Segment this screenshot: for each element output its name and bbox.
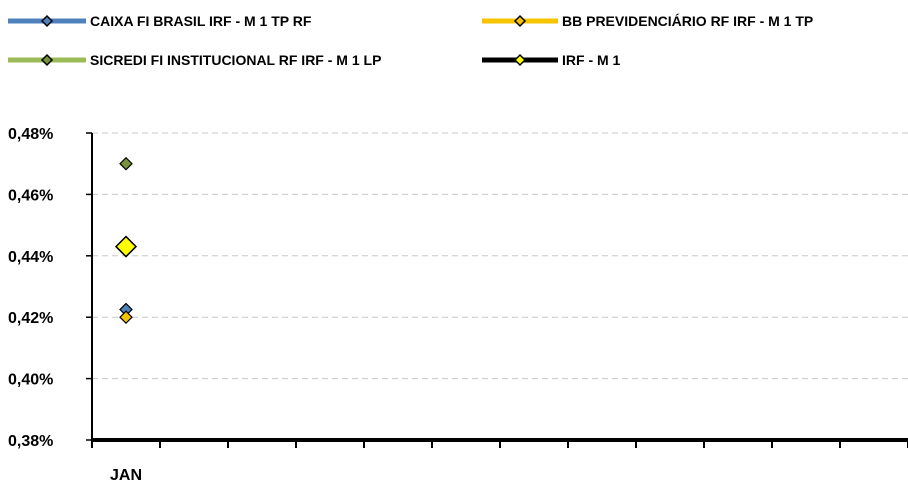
legend-marker-bb	[513, 14, 527, 28]
legend-item-sicredi: SICREDI FI INSTITUCIONAL RF IRF - M 1 LP	[8, 52, 381, 68]
legend-marker-caixa	[40, 14, 54, 28]
y-tick-label: 0,46%	[8, 187, 53, 204]
y-tick-label: 0,38%	[8, 433, 53, 450]
legend-label-sicredi: SICREDI FI INSTITUCIONAL RF IRF - M 1 LP	[90, 52, 381, 68]
y-tick-label: 0,40%	[8, 372, 53, 389]
legend-item-irf: IRF - M 1	[482, 52, 621, 68]
data-point	[119, 310, 133, 325]
legend-label-caixa: CAIXA FI BRASIL IRF - M 1 TP RF	[90, 13, 312, 29]
y-tick-label: 0,48%	[8, 126, 53, 143]
data-point	[114, 235, 138, 258]
legend-marker-irf	[513, 53, 527, 67]
plot-area: 0,38% 0,40% 0,42% 0,44% 0,46% 0,48% JAN	[8, 126, 908, 484]
x-tick-label: JAN	[110, 467, 142, 484]
data-point	[119, 156, 133, 171]
legend-item-bb: BB PREVIDENCIÁRIO RF IRF - M 1 TP	[482, 13, 813, 29]
legend-item-caixa: CAIXA FI BRASIL IRF - M 1 TP RF	[8, 13, 312, 29]
legend-label-irf: IRF - M 1	[562, 52, 621, 68]
legend-label-bb: BB PREVIDENCIÁRIO RF IRF - M 1 TP	[562, 13, 813, 29]
legend-marker-sicredi	[40, 53, 54, 67]
legend: CAIXA FI BRASIL IRF - M 1 TP RF BB PREVI…	[8, 13, 813, 68]
y-tick-label: 0,42%	[8, 310, 53, 327]
y-tick-label: 0,44%	[8, 249, 53, 266]
